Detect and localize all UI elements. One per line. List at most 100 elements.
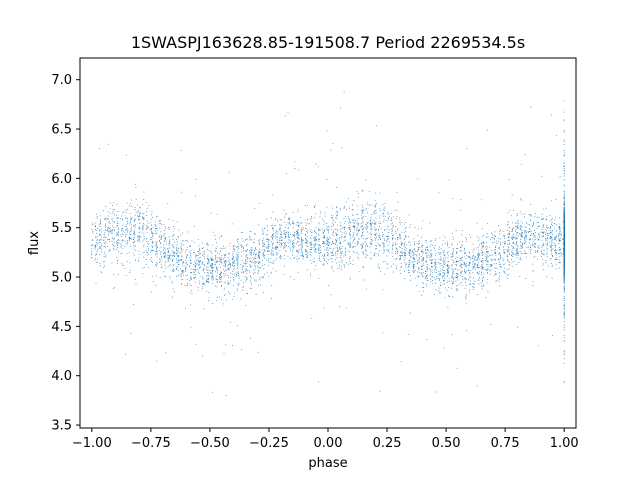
data-point <box>558 234 560 236</box>
data-point <box>327 243 329 245</box>
data-point <box>362 279 364 281</box>
data-point <box>447 255 449 257</box>
data-point <box>486 269 488 271</box>
data-point <box>240 231 242 233</box>
data-point <box>532 226 534 227</box>
data-point <box>508 254 510 255</box>
data-point <box>362 243 363 245</box>
data-point <box>517 221 519 223</box>
data-point <box>113 209 115 211</box>
data-point <box>111 262 113 264</box>
data-point <box>345 251 347 253</box>
data-point <box>498 248 500 250</box>
data-point <box>169 239 171 241</box>
data-point <box>165 253 166 255</box>
data-point <box>455 263 457 265</box>
data-point <box>126 209 128 211</box>
data-point <box>530 247 532 249</box>
data-point <box>164 248 166 250</box>
data-point <box>124 246 126 248</box>
data-point <box>250 249 252 251</box>
data-point <box>499 253 500 255</box>
data-point <box>470 270 472 272</box>
data-point <box>195 260 197 262</box>
data-point <box>275 237 276 239</box>
data-point <box>451 255 453 257</box>
data-point <box>151 238 153 240</box>
data-point <box>504 241 506 243</box>
data-point <box>370 258 372 260</box>
data-point <box>460 282 462 284</box>
data-point <box>161 224 163 226</box>
data-point <box>519 247 521 249</box>
data-point <box>456 277 457 279</box>
data-point <box>563 111 565 113</box>
data-point <box>378 243 380 245</box>
data-point <box>283 245 285 247</box>
data-point <box>228 291 230 293</box>
data-point <box>469 283 471 285</box>
data-point <box>483 273 485 275</box>
data-point <box>413 258 415 259</box>
data-point <box>178 252 180 254</box>
data-point <box>112 211 114 212</box>
data-point <box>537 247 539 249</box>
data-point <box>545 243 547 245</box>
data-point <box>281 237 283 239</box>
data-point <box>240 243 242 245</box>
data-point <box>207 258 209 260</box>
data-point <box>365 208 367 210</box>
data-point <box>532 263 534 265</box>
data-point <box>133 252 135 254</box>
data-point <box>536 238 538 240</box>
data-point <box>336 257 338 259</box>
data-point <box>461 260 463 262</box>
data-point <box>283 247 285 249</box>
data-point <box>323 222 325 224</box>
data-point <box>156 216 157 218</box>
data-point <box>313 205 315 207</box>
data-point <box>208 300 210 301</box>
data-point <box>237 243 239 245</box>
data-point <box>326 261 328 263</box>
data-point <box>446 289 448 291</box>
data-point <box>538 247 540 249</box>
data-point <box>483 234 485 236</box>
data-point <box>369 242 371 244</box>
data-point <box>253 233 255 235</box>
data-point <box>562 221 564 223</box>
data-point <box>297 271 299 273</box>
data-point <box>305 250 307 252</box>
data-point <box>208 244 210 246</box>
data-point <box>353 219 355 221</box>
data-point <box>365 215 367 217</box>
data-point <box>332 255 333 256</box>
data-point <box>417 178 419 180</box>
data-point <box>224 269 226 271</box>
data-point <box>193 263 194 265</box>
data-point <box>164 252 166 254</box>
data-point <box>246 249 248 251</box>
data-point <box>399 217 401 219</box>
data-point <box>438 287 440 289</box>
data-point <box>447 306 449 308</box>
data-point <box>431 244 433 246</box>
data-point <box>263 276 264 278</box>
data-point <box>227 269 229 271</box>
data-point <box>461 234 463 236</box>
data-point <box>267 253 269 255</box>
data-point <box>337 230 339 232</box>
data-point <box>309 223 311 225</box>
data-point <box>215 255 217 257</box>
data-point <box>350 246 352 248</box>
data-point <box>487 272 489 274</box>
data-point <box>99 226 101 227</box>
data-point <box>227 284 229 286</box>
data-point <box>283 233 285 235</box>
data-point <box>545 232 547 234</box>
data-point <box>292 249 294 251</box>
data-point <box>156 250 158 252</box>
data-point <box>537 345 539 347</box>
data-point <box>297 229 299 230</box>
data-point <box>105 256 107 258</box>
